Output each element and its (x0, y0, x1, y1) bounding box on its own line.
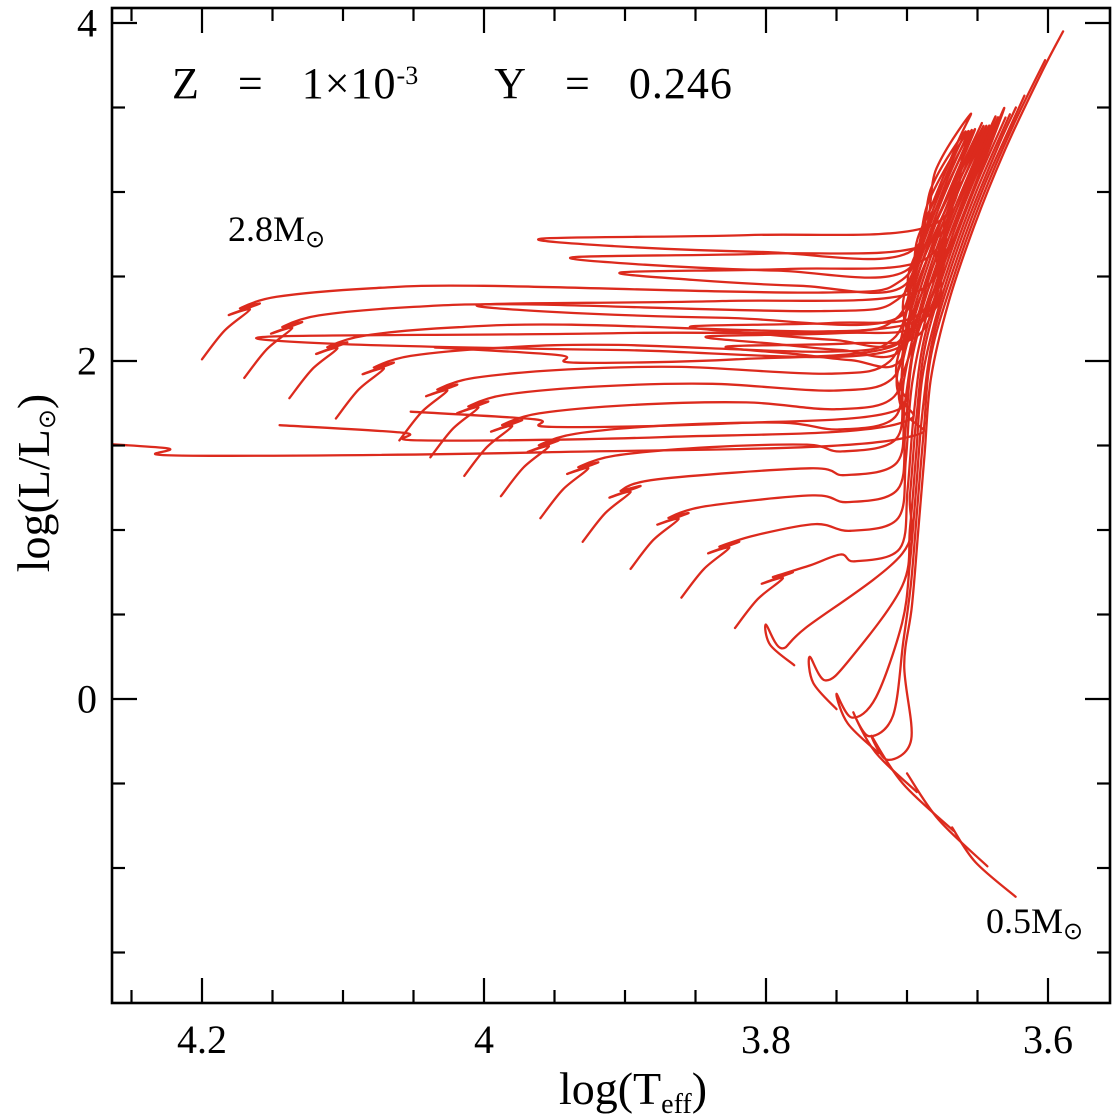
track-0.7msun (870, 30, 1065, 832)
track-0.9msun (835, 94, 1026, 755)
y-value: 0.246 (628, 59, 733, 108)
mass-label-0.5: 0.5M⊙ (986, 900, 1083, 945)
sun-symbol-icon: ⊙ (1063, 917, 1084, 945)
plot-frame (110, 6, 1112, 1005)
x-axis-title: log(Teff) (559, 1062, 707, 1116)
mass-label-2.8-text: 2.8M (228, 209, 306, 249)
track-1.3msun (112, 106, 1006, 599)
track-2.8msun (200, 112, 973, 361)
sun-symbol-icon: ⊙ (33, 409, 61, 430)
track-1.1msun (764, 113, 1012, 667)
y-axis-title-close: ) (8, 393, 59, 410)
x-axis-title-close: ) (691, 1063, 708, 1114)
y-axis-title: log(L/L⊙) (7, 394, 61, 573)
x-tick-label-3.6: 3.6 (1023, 1017, 1073, 1062)
y-tick-label-4: 4 (77, 0, 97, 46)
y-symbol: Y (494, 59, 527, 108)
y-tick-label-2: 2 (77, 338, 97, 384)
axes-frame (110, 6, 1112, 1005)
x-tick-label-3.8: 3.8 (741, 1017, 791, 1062)
mass-label-2.8: 2.8M⊙ (228, 208, 325, 253)
track-2msun (255, 128, 977, 442)
track-2.2msun (334, 129, 973, 420)
z-value: 1×10 (301, 59, 397, 108)
z-exponent: -3 (396, 61, 419, 90)
mass-label-0.5-text: 0.5M (986, 901, 1064, 941)
z-equals: = (237, 59, 264, 108)
x-tick-label-4.2: 4.2 (177, 1017, 227, 1062)
y-equals: = (565, 59, 591, 108)
sun-symbol-icon: ⊙ (305, 225, 326, 253)
y-axis-title-main: log(L/L (8, 429, 59, 573)
y-tick-label-0: 0 (77, 676, 97, 722)
z-symbol: Z (172, 59, 200, 108)
track-2.6msun (243, 130, 967, 380)
x-tick-label-4: 4 (474, 1017, 494, 1062)
evolutionary-tracks (112, 30, 1065, 898)
x-axis-title-sub: eff (661, 1089, 692, 1116)
x-axis-title-main: log(T (558, 1063, 662, 1114)
composition-annotation: Z = 1×10-3 Y = 0.246 (172, 58, 733, 109)
track-0.5msun (950, 826, 1017, 898)
track-0.6msun (905, 772, 989, 868)
track-0.8msun (852, 59, 1047, 794)
track-1.9msun (429, 121, 984, 459)
